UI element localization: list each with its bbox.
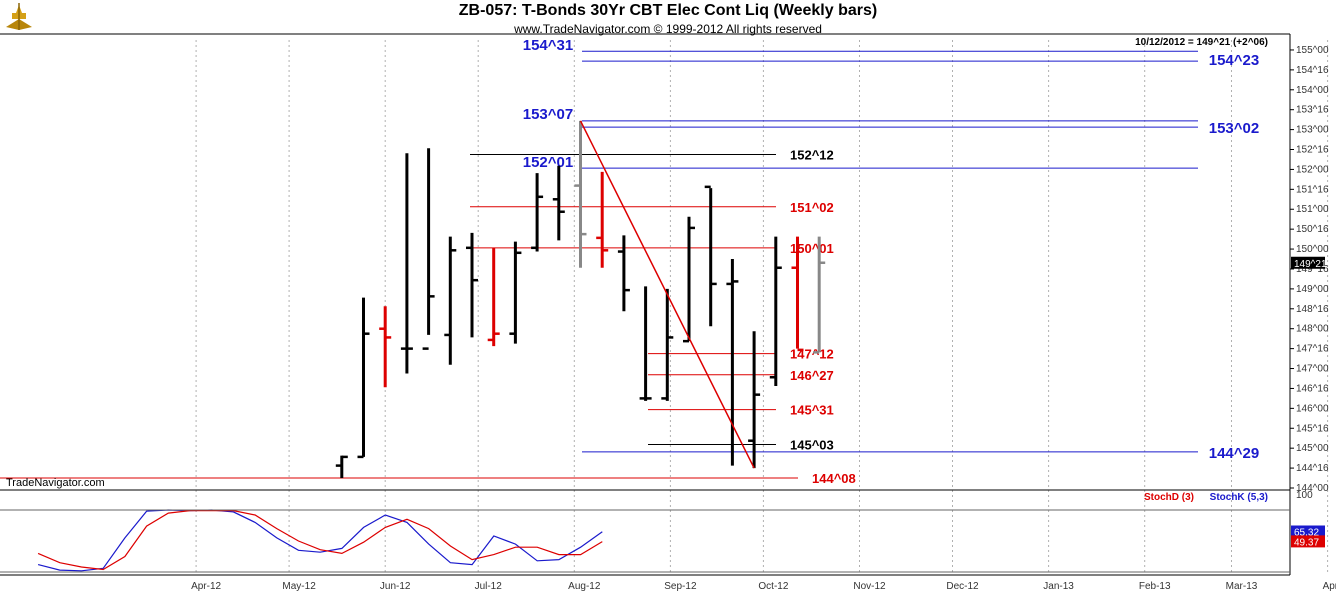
x-tick-label: Feb-13 [1139, 581, 1171, 592]
copyright-text: www.TradeNavigator.com © 1999-2012 All r… [514, 22, 822, 36]
stochd-line [37, 510, 603, 571]
level-label: 147^12 [790, 347, 834, 362]
level-label: 153^02 [1209, 120, 1259, 137]
trend-line [579, 120, 755, 469]
y-tick-label: 145^16 [1296, 423, 1329, 434]
stochd-last-value: 49.37 [1294, 537, 1319, 548]
y-tick-label: 152^16 [1296, 145, 1329, 156]
y-tick-label: 150^16 [1296, 224, 1329, 235]
stochk-legend: StochK (5,3) [1210, 492, 1268, 503]
stochk-line [37, 509, 603, 572]
level-label: 151^02 [790, 200, 834, 215]
y-tick-label: 152^00 [1296, 164, 1329, 175]
level-label: 144^29 [1209, 445, 1259, 462]
x-tick-label: Jun-12 [380, 581, 411, 592]
y-tick-label: 149^16 [1296, 264, 1329, 275]
watermark-text: TradeNavigator.com [6, 477, 105, 489]
y-tick-label: 150^00 [1296, 244, 1329, 255]
x-tick-label: Oct-12 [758, 581, 788, 592]
last-price-box [1291, 256, 1325, 269]
level-label: 153^07 [523, 106, 573, 123]
y-tick-label: 144^00 [1296, 483, 1329, 494]
y-tick-label: 147^00 [1296, 364, 1329, 375]
y-tick-label: 151^16 [1296, 184, 1329, 195]
y-tick-label: 145^00 [1296, 443, 1329, 454]
level-label: 145^31 [790, 403, 834, 418]
y-tick-label: 151^00 [1296, 204, 1329, 215]
grid [195, 40, 1329, 575]
chart-title: ZB-057: T-Bonds 30Yr CBT Elec Cont Liq (… [458, 2, 878, 19]
level-lines: 154^31 154^23 153^07 153^02 152^12 152^01 151^… [0, 37, 1259, 486]
x-tick-label: Nov-12 [853, 581, 886, 592]
x-tick-label: Dec-12 [946, 581, 979, 592]
x-tick-label: Aug-12 [568, 581, 601, 592]
y-tick-label: 153^00 [1296, 125, 1329, 136]
level-label: 144^08 [812, 471, 856, 486]
y-tick-label: 148^16 [1296, 304, 1329, 315]
level-label: 152^01 [523, 154, 573, 171]
x-tick-label: Jul-12 [475, 581, 503, 592]
x-tick-label: Apr-12 [191, 581, 221, 592]
y-tick-label: 144^16 [1296, 463, 1329, 474]
stochk-last-box [1291, 525, 1325, 538]
y-tick-label: 153^16 [1296, 105, 1329, 116]
x-tick-label: Jan-13 [1043, 581, 1074, 592]
level-label: 154^23 [1209, 52, 1259, 69]
price-bars [335, 120, 826, 479]
y-tick-label: 147^16 [1296, 344, 1329, 355]
y-tick-label: 149^00 [1296, 284, 1329, 295]
stochd-last-box [1291, 535, 1325, 548]
x-tick-label: Apr-13 [1323, 581, 1336, 592]
y-tick-label: 154^00 [1296, 85, 1329, 96]
y-tick-label: 146^16 [1296, 383, 1329, 394]
level-label: 146^27 [790, 368, 834, 383]
last-price-label: 149^21 [1294, 259, 1327, 270]
trade-navigator-logo-icon [6, 3, 32, 30]
y-tick-label: 154^16 [1296, 65, 1329, 76]
level-label: 145^03 [790, 437, 834, 452]
y-tick-label: 155^00 [1296, 45, 1329, 56]
last-price-info: 10/12/2012 = 149^21 (+2^06) [1135, 37, 1268, 48]
y-tick-label: 146^00 [1296, 403, 1329, 414]
stoch-y-label: 100 [1296, 490, 1313, 501]
level-label: 152^12 [790, 147, 834, 162]
x-tick-label: Mar-13 [1226, 581, 1258, 592]
level-label: 150^01 [790, 241, 834, 256]
stochd-legend: StochD (3) [1144, 492, 1194, 503]
level-label: 154^31 [523, 37, 573, 54]
x-tick-label: Sep-12 [664, 581, 697, 592]
y-tick-label: 148^00 [1296, 324, 1329, 335]
x-tick-label: May-12 [282, 581, 316, 592]
axes: Apr-12 May-12 Jun-12 Jul-12 Aug-12 Sep-12 Oct-… [0, 33, 1336, 592]
stochk-last-value: 65.32 [1294, 528, 1319, 539]
